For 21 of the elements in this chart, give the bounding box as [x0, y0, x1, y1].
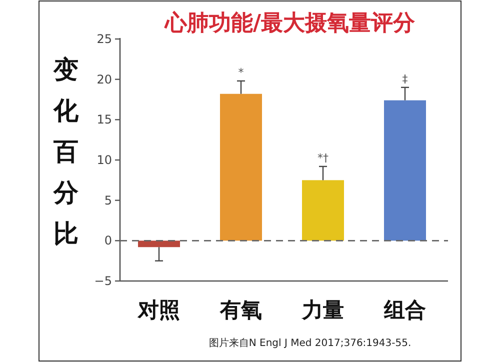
y-tick-label: −5 [94, 274, 112, 288]
bar [384, 100, 426, 241]
annotation: *† [318, 151, 329, 164]
bar [302, 180, 344, 241]
bar [220, 94, 262, 241]
x-tick-label: 组合 [383, 298, 426, 322]
y-tick-label: 10 [96, 153, 112, 167]
x-tick-label: 对照 [137, 298, 180, 322]
x-tick-label: 力量 [301, 298, 344, 322]
annotation: * [238, 66, 244, 79]
y-tick-label: 25 [96, 32, 112, 46]
y-tick-label: 15 [96, 112, 112, 127]
y-tick-label: 5 [104, 193, 112, 208]
x-tick-label: 有氧 [219, 298, 262, 322]
text: 图片来自N Engl J Med 2017;376:1943-55. [208, 337, 412, 349]
annotation: ‡ [402, 72, 408, 86]
bar [138, 240, 180, 248]
y-axis-title: 变化百分比 [52, 55, 80, 248]
chart-title: 心肺功能/最大摄氧量评分 [164, 10, 416, 36]
y-tick-label: 20 [96, 72, 112, 86]
y-tick-label: 0 [104, 234, 112, 248]
